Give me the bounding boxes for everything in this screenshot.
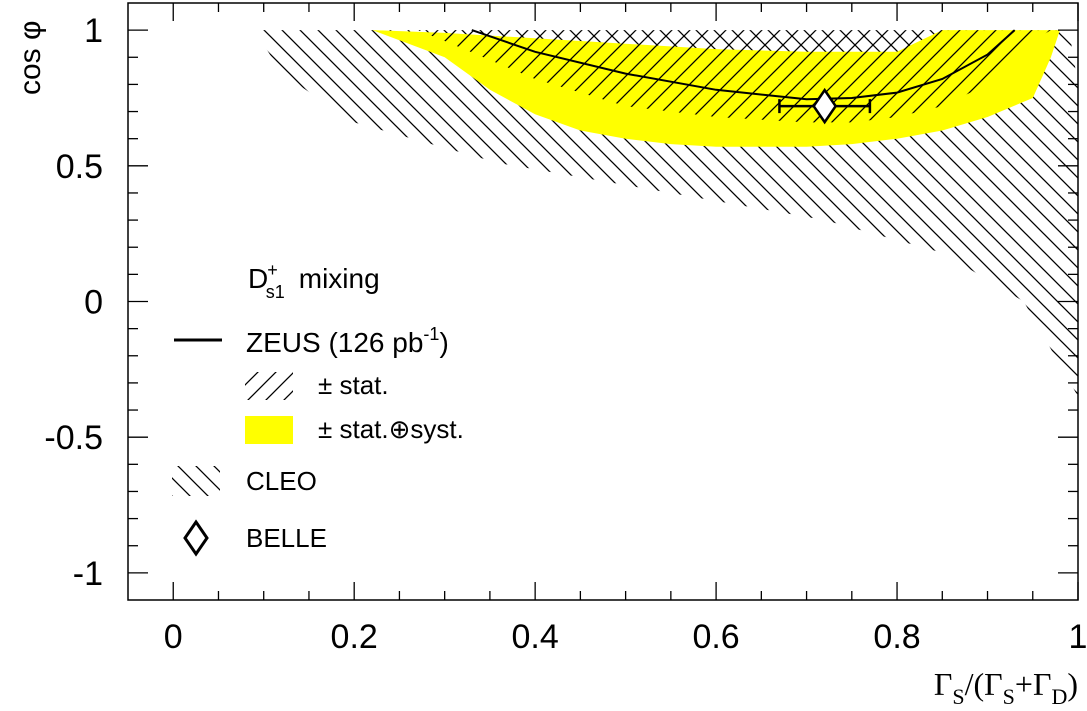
x-axis-tick-labels: 0 0.2 0.4 0.6 0.8 1: [164, 618, 1087, 656]
y-tick-label: 0: [84, 284, 103, 322]
legend-belle-marker: [183, 519, 209, 557]
y-tick-label: 1: [84, 12, 103, 50]
x-tick-label: 0.8: [873, 618, 920, 656]
legend-cleo-label: CLEO: [246, 466, 317, 496]
legend-stat-swatch: [245, 372, 293, 400]
y-axis-ticks: [128, 29, 1078, 574]
legend-title: D+ s1 mixing: [248, 260, 380, 302]
x-tick-label: 0: [164, 618, 183, 656]
legend-stat-label: ± stat.: [318, 370, 389, 400]
y-axis-label: cos φ: [14, 21, 47, 95]
zeus-stat-band: [417, 30, 1051, 123]
belle-point: [778, 87, 872, 125]
legend-statsyst-label: ± stat.⊕syst.: [318, 414, 464, 444]
legend-zeus-label: ZEUS (126 pb-1): [246, 324, 449, 358]
y-axis-tick-labels: 1 0.5 0 -0.5 -1: [44, 12, 103, 593]
x-tick-label: 0.6: [692, 618, 739, 656]
legend-cleo-swatch: [172, 466, 220, 496]
legend-belle-label: BELLE: [246, 523, 327, 553]
x-axis-ticks: [172, 3, 1079, 600]
x-tick-label: 1: [1069, 618, 1087, 656]
legend: D+ s1 mixing ZEUS (126 pb-1) ± stat. ± sta…: [172, 260, 464, 557]
belle-diamond-marker: [812, 87, 838, 125]
x-tick-label: 0.2: [331, 618, 378, 656]
y-tick-label: 0.5: [56, 148, 103, 186]
y-tick-label: -1: [73, 555, 103, 593]
legend-statsyst-swatch: [245, 416, 293, 444]
y-tick-label: -0.5: [44, 419, 103, 457]
x-tick-label: 0.4: [512, 618, 559, 656]
x-axis-label: ΓS/(ΓS+ΓD): [934, 666, 1078, 709]
